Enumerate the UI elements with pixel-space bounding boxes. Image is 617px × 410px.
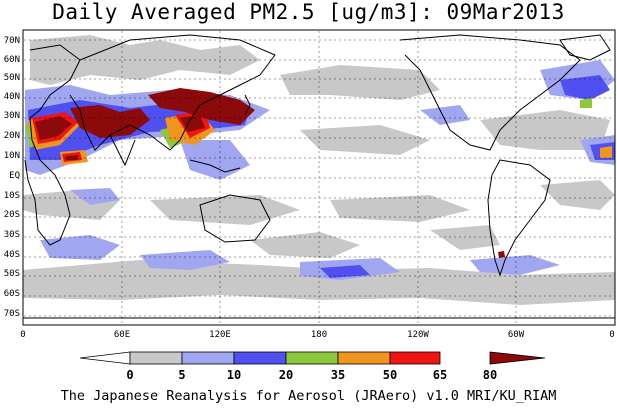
map-area <box>22 29 616 326</box>
lat-label: 70N <box>4 36 20 46</box>
lat-label: 20S <box>4 210 20 220</box>
map-frame <box>22 29 616 326</box>
lat-label: 70S <box>4 309 20 319</box>
longitude-axis: 0 60E 120E 180 120W 60W 0 <box>20 330 614 340</box>
lat-label: 60S <box>4 289 20 299</box>
colorbar-tick-label: 50 <box>383 368 397 382</box>
lat-label: 40S <box>4 250 20 260</box>
map-footer-credit: The Japanese Reanalysis for Aerosol (JRA… <box>60 388 557 404</box>
lon-label: 60W <box>508 330 525 340</box>
colorbar-tick-label: 35 <box>331 368 345 382</box>
lat-label: 10N <box>4 151 20 161</box>
colorbar-tick-label: 20 <box>279 368 293 382</box>
map-title: Daily Averaged PM2.5 [ug/m3]: 09Mar2013 <box>52 0 565 24</box>
latitude-axis: 70N 60N 50N 40N 30N 20N 10N EQ 10S 20S 3… <box>4 36 20 319</box>
colorbar-box <box>389 351 441 365</box>
lat-label: 50N <box>4 73 20 83</box>
colorbar: 0 5 10 20 35 50 65 80 <box>79 351 546 382</box>
pm25-level-above-80-regions <box>35 88 505 258</box>
lat-lon-grid <box>24 31 611 323</box>
colorbar-boxes <box>129 351 441 365</box>
colorbar-labels: 0 5 10 20 35 50 65 80 <box>126 368 497 382</box>
lat-label: 40N <box>4 92 20 102</box>
lon-label: 60E <box>114 330 130 340</box>
colorbar-max-arrow <box>489 351 546 365</box>
lat-label: 10S <box>4 191 20 201</box>
lat-label: 30N <box>4 111 20 121</box>
lon-label: 180 <box>311 330 327 340</box>
colorbar-box <box>337 351 391 365</box>
lon-label: 0 <box>20 330 25 340</box>
pm25-level-5-10-regions <box>23 35 615 305</box>
lat-label: 50S <box>4 269 20 279</box>
colorbar-box <box>233 351 287 365</box>
lat-label: 20N <box>4 131 20 141</box>
colorbar-box <box>285 351 339 365</box>
colorbar-box <box>181 351 235 365</box>
colorbar-tick-label: 10 <box>227 368 241 382</box>
lon-label: 120W <box>407 330 429 340</box>
colorbar-min-arrow <box>79 351 131 365</box>
lat-label: EQ <box>9 171 20 181</box>
colorbar-box <box>129 351 183 365</box>
colorbar-tick-label: 80 <box>483 368 497 382</box>
lat-label: 60N <box>4 55 20 65</box>
lon-label: 0 <box>609 330 614 340</box>
colorbar-tick-label: 0 <box>126 368 133 382</box>
colorbar-tick-label: 5 <box>178 368 185 382</box>
colorbar-tick-label: 65 <box>433 368 447 382</box>
lat-label: 30S <box>4 230 20 240</box>
lon-label: 120E <box>209 330 231 340</box>
